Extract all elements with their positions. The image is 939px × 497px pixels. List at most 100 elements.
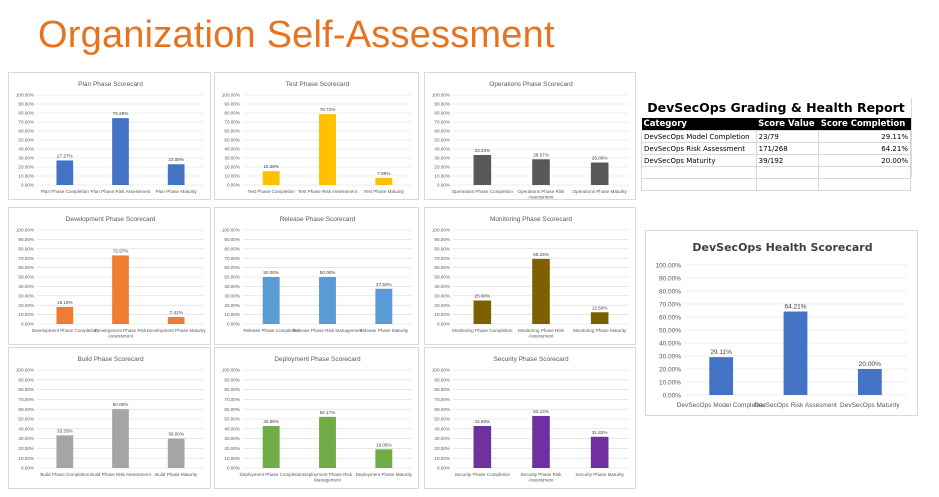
- bar: [590, 312, 609, 324]
- y-tick-label: 60.00%: [434, 129, 450, 134]
- category-label-line: Monitoring Phase Maturity: [573, 328, 627, 333]
- y-tick-label: 30.00%: [224, 436, 240, 441]
- y-tick-label: 100.00%: [432, 228, 450, 233]
- y-tick-label: 10.00%: [434, 174, 450, 179]
- data-label: 19.05%: [376, 442, 392, 447]
- report-title: DevSecOps Grading & Health Report: [647, 100, 905, 115]
- y-tick-label: 90.00%: [18, 377, 34, 382]
- release-scorecard-chart: Release Phase Scorecard 0.00% 10.00% 20.00%…: [214, 207, 419, 345]
- y-tick-label: 10.00%: [224, 174, 240, 179]
- category-label: Security Phase Maturity: [575, 472, 624, 477]
- development-chart-svg: Development Phase Scorecard 0.00% 10.00% 20…: [16, 216, 207, 339]
- plan-scorecard-chart: Plan Phase Scorecard 0.00% 10.00% 20.00% 30.…: [8, 72, 211, 200]
- category-label-line: Deployment Phase Risk: [303, 472, 353, 477]
- category-label-line: Plan Phase Maturity: [156, 189, 198, 194]
- category-label-line: Build Phase Completion: [40, 472, 89, 477]
- y-tick-label: 40.00%: [224, 284, 240, 289]
- cell-category: DevSecOps Risk Assessment: [641, 142, 757, 155]
- y-tick-label: 10.00%: [18, 456, 34, 461]
- empty-cell: [818, 178, 911, 191]
- category-label: Deployment Phase Maturity: [356, 472, 413, 477]
- bar: [112, 118, 129, 185]
- chart-title: Monitoring Phase Scorecard: [490, 216, 572, 223]
- y-tick-label: 30.00%: [224, 293, 240, 298]
- plan-chart-svg: Plan Phase Scorecard 0.00% 10.00% 20.00% 30.…: [16, 81, 204, 194]
- y-tick-label: 70.00%: [224, 120, 240, 125]
- category-label: Development Phase Risk Assessment: [95, 328, 147, 339]
- category-label-line: Monitoring Phase Risk: [518, 328, 565, 333]
- y-tick-label: 0.00%: [21, 322, 34, 327]
- category-label: Release Phase Maturity: [359, 328, 408, 333]
- release-chart-svg: Release Phase Scorecard 0.00% 10.00% 20.00%…: [222, 216, 412, 333]
- cell-score-value: 23/79: [755, 130, 820, 143]
- category-label-line: Plan Phase Risk Assessment: [91, 189, 151, 194]
- chart-title: Deployment Phase Scorecard: [274, 356, 361, 363]
- y-tick-label: 50.00%: [434, 138, 450, 143]
- category-label: Operations Phase Risk Assessment: [518, 189, 566, 200]
- bar: [709, 357, 734, 395]
- chart-title: Development Phase Scorecard: [66, 216, 156, 223]
- empty-cell: [755, 178, 820, 191]
- y-tick-label: 0.00%: [663, 392, 682, 399]
- bar: [590, 162, 609, 185]
- header-category: Category: [641, 118, 757, 131]
- data-label: 28.57%: [533, 152, 549, 157]
- y-tick-label: 100.00%: [16, 368, 34, 373]
- y-tick-label: 100.00%: [655, 262, 681, 269]
- deployment-chart-svg: Deployment Phase Scorecard 0.00% 10.00% 20.…: [222, 356, 413, 483]
- y-tick-label: 20.00%: [434, 303, 450, 308]
- y-tick-label: 10.00%: [434, 312, 450, 317]
- y-tick-label: 30.00%: [434, 293, 450, 298]
- category-label-line: Assessment: [528, 195, 554, 200]
- category-label-line: Assessment: [528, 334, 554, 339]
- category-label-line: Release Phase Completion: [243, 328, 299, 333]
- grading-report: DevSecOps Grading & Health Report Catego…: [641, 98, 911, 191]
- category-label: Build Phase Risk Assessment: [90, 472, 151, 477]
- y-tick-label: 70.00%: [18, 120, 34, 125]
- category-label: Monitoring Phase Completion: [452, 328, 513, 333]
- category-label: Operations Phase Maturity: [572, 189, 627, 194]
- y-tick-label: 40.00%: [224, 147, 240, 152]
- y-tick-label: 20.00%: [224, 446, 240, 451]
- chart-title: Release Phase Scorecard: [280, 216, 356, 223]
- y-tick-label: 90.00%: [224, 237, 240, 242]
- category-label: Release Phase Completion: [243, 328, 299, 333]
- empty-cell: [755, 166, 820, 179]
- bar: [473, 155, 492, 185]
- data-label: 33.33%: [57, 428, 73, 433]
- cell-score-value: 39/192: [755, 154, 820, 167]
- y-tick-label: 90.00%: [18, 102, 34, 107]
- y-tick-label: 60.00%: [18, 129, 34, 134]
- y-tick-label: 40.00%: [434, 426, 450, 431]
- category-label-line: Development Phase Maturity: [147, 328, 207, 333]
- y-tick-label: 10.00%: [434, 456, 450, 461]
- y-tick-label: 10.00%: [224, 456, 240, 461]
- y-tick-label: 100.00%: [432, 368, 450, 373]
- bar: [532, 258, 550, 324]
- data-label: 25.00%: [475, 294, 491, 299]
- y-tick-label: 0.00%: [437, 183, 450, 188]
- security-chart-svg: Security Phase Scorecard 0.00% 10.00% 20.00…: [432, 356, 629, 483]
- data-label: 7.41%: [170, 310, 183, 315]
- category-label-line: DevSecOps Risk Assesment: [754, 402, 837, 409]
- data-label: 74.29%: [113, 111, 129, 116]
- test-chart-svg: Test Phase Scorecard 0.00% 10.00% 20.00% 30.…: [222, 81, 412, 194]
- y-tick-label: 70.00%: [434, 397, 450, 402]
- category-label: Test Phase Completion: [248, 189, 296, 194]
- empty-row: [641, 166, 911, 179]
- category-label-line: Release Phase Risk Management: [293, 328, 363, 333]
- y-tick-label: 0.00%: [227, 183, 240, 188]
- cell-score-completion: 64.21%: [818, 142, 911, 155]
- y-tick-label: 90.00%: [659, 275, 681, 282]
- empty-cell: [818, 166, 911, 179]
- y-tick-label: 40.00%: [659, 340, 681, 347]
- chart-title: Build Phase Scorecard: [77, 356, 144, 363]
- bar: [167, 438, 185, 468]
- y-tick-label: 30.00%: [434, 156, 450, 161]
- category-label-line: Build Phase Maturity: [155, 472, 198, 477]
- y-tick-label: 50.00%: [224, 138, 240, 143]
- data-label: 42.86%: [263, 419, 279, 424]
- y-tick-label: 100.00%: [16, 93, 34, 98]
- category-label-line: Management: [314, 478, 342, 483]
